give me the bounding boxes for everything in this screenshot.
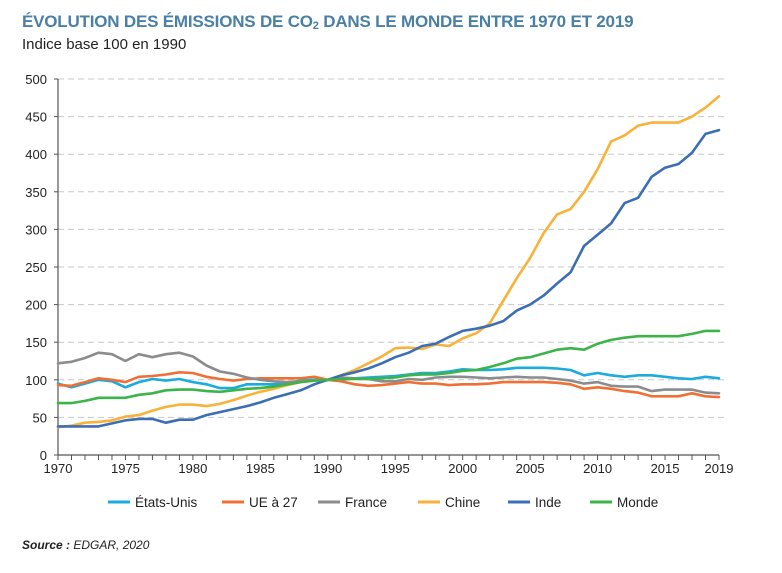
x-tick-label: 1980 xyxy=(178,461,207,476)
legend-item-chine: Chine xyxy=(418,495,480,510)
x-tick-label: 2010 xyxy=(583,461,612,476)
legend-item-france: France xyxy=(318,495,387,510)
chart-subtitle: Indice base 100 en 1990 xyxy=(22,36,187,53)
x-tick-label: 1975 xyxy=(111,461,140,476)
x-tick-label: 1995 xyxy=(381,461,410,476)
source-label: Source : xyxy=(22,538,71,552)
y-tick-label: 200 xyxy=(25,298,47,313)
x-tick-label: 1990 xyxy=(313,461,342,476)
legend-item-monde: Monde xyxy=(590,495,658,510)
series-line-etats-unis xyxy=(56,366,721,390)
series-line-france xyxy=(56,351,721,395)
y-tick-label: 350 xyxy=(25,185,47,200)
legend-label: UE à 27 xyxy=(249,495,298,510)
legend-label: États-Unis xyxy=(135,495,198,510)
series-line-chine xyxy=(56,95,721,429)
source-value: EDGAR, 2020 xyxy=(70,538,150,552)
y-tick-label: 500 xyxy=(25,72,47,87)
y-tick-label: 400 xyxy=(25,147,47,162)
y-tick-label: 250 xyxy=(25,260,47,275)
legend-item-inde: Inde xyxy=(508,495,561,510)
x-tick-label: 2005 xyxy=(516,461,545,476)
y-axis-ticks: 0 50 100 150 200 250 300 350 400 450 500 xyxy=(25,72,58,463)
y-tick-label: 300 xyxy=(25,222,47,237)
legend-label: Monde xyxy=(617,495,658,510)
y-tick-label: 0 xyxy=(40,448,47,463)
x-tick-label: 1970 xyxy=(44,461,73,476)
chart-title-text-end: DANS LE MONDE ENTRE 1970 ET 2019 xyxy=(318,12,634,31)
legend: États-Unis UE à 27 France Chine Inde Monde xyxy=(108,495,658,510)
legend-label: France xyxy=(345,495,387,510)
y-tick-label: 150 xyxy=(25,335,47,350)
y-tick-label: 450 xyxy=(25,110,47,125)
chart-title-subscript: 2 xyxy=(312,20,319,32)
y-tick-label: 50 xyxy=(33,410,47,425)
x-axis-ticks: 1970 1975 1980 1985 1990 1995 2000 2005 2010 2015… xyxy=(44,455,734,476)
legend-item-etats-unis: États-Unis xyxy=(108,495,198,510)
series-line-inde xyxy=(56,128,721,428)
series-lines xyxy=(56,95,721,429)
source-note: Source : EDGAR, 2020 xyxy=(22,538,149,552)
legend-label: Inde xyxy=(535,495,561,510)
legend-label: Chine xyxy=(445,495,480,510)
x-tick-label: 1985 xyxy=(246,461,275,476)
legend-item-ue-a-27: UE à 27 xyxy=(222,495,298,510)
x-tick-label: 2015 xyxy=(651,461,680,476)
chart-title-text: ÉVOLUTION DES ÉMISSIONS DE CO xyxy=(22,12,313,31)
grid-lines xyxy=(58,78,727,418)
x-tick-label: 2000 xyxy=(448,461,477,476)
y-tick-label: 100 xyxy=(25,373,47,388)
series-line-ue-a-27 xyxy=(56,370,721,399)
series-line-monde xyxy=(56,329,721,405)
chart-title: ÉVOLUTION DES ÉMISSIONS DE CO2 DANS LE M… xyxy=(22,12,634,32)
x-tick-label: 2019 xyxy=(705,461,734,476)
